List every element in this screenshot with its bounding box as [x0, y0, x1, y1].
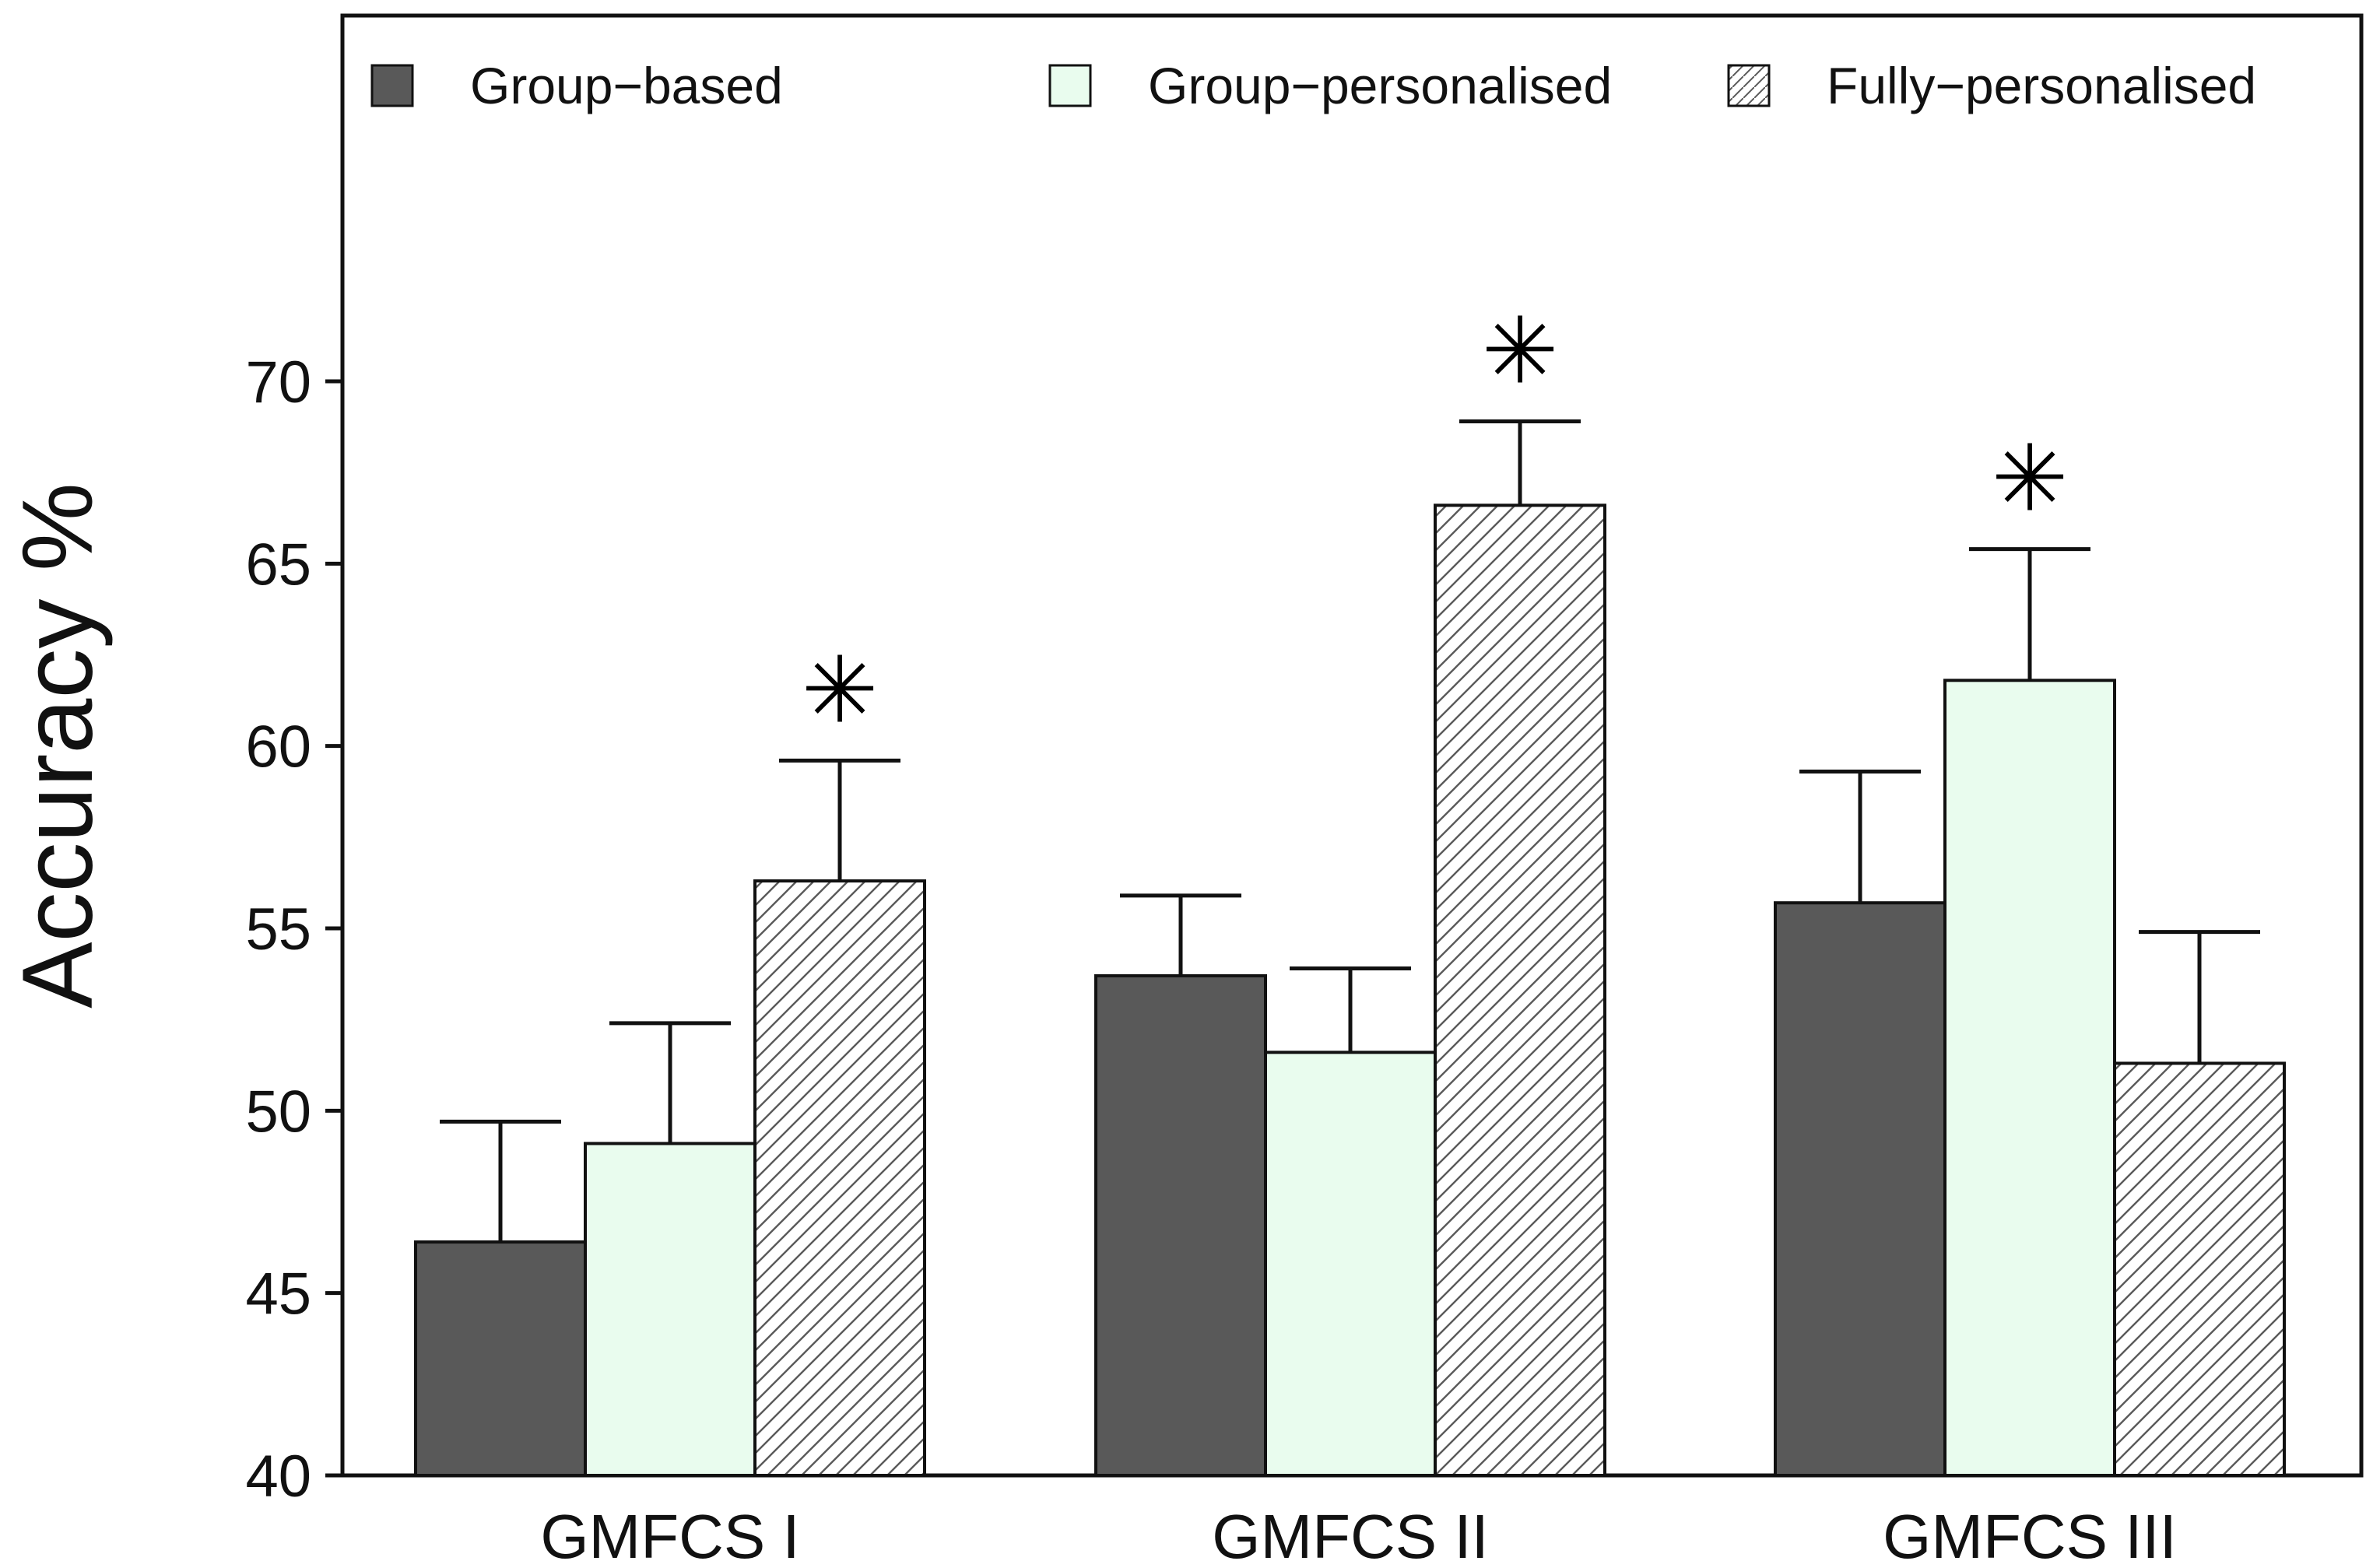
bar-gmfcs-iii-group-personalised	[1943, 679, 2116, 1477]
bars	[414, 503, 2286, 1478]
bar-gmfcs-iii-group-based	[1774, 901, 1946, 1477]
legend-swatch-group-based	[370, 64, 414, 107]
bar-gmfcs-ii-fully-personalised	[1434, 503, 1606, 1477]
y-tick-label-65: 65	[245, 531, 311, 598]
y-tick-label-50: 50	[245, 1079, 311, 1145]
y-axis: 40 45 50 55 60 65 70	[245, 349, 342, 1510]
y-tick-label-60: 60	[245, 714, 311, 780]
legend-swatch-group-personalised	[1048, 64, 1092, 107]
x-category-label-gmfcs-ii: GMFCS II	[1212, 1502, 1489, 1568]
significance-marker-gmfcs-iii: ✳	[1992, 425, 2069, 532]
significance-marker-gmfcs-i: ✳	[802, 636, 879, 743]
legend: Group−based Group−personalised Fully−perso…	[370, 57, 2256, 114]
x-axis: GMFCS I GMFCS II GMFCS III	[540, 1502, 2177, 1568]
legend-label-group-personalised: Group−personalised	[1148, 57, 1612, 114]
significance-marker-gmfcs-ii: ✳	[1482, 297, 1559, 405]
y-tick-label-40: 40	[245, 1443, 311, 1510]
legend-label-fully-personalised: Fully−personalised	[1827, 57, 2256, 114]
error-bars	[440, 419, 2260, 1243]
y-tick-label-55: 55	[245, 896, 311, 963]
x-category-label-gmfcs-iii: GMFCS III	[1883, 1502, 2177, 1568]
bar-gmfcs-ii-group-based	[1094, 973, 1267, 1477]
bar-gmfcs-i-group-personalised	[584, 1142, 756, 1477]
y-tick-label-45: 45	[245, 1261, 311, 1328]
legend-swatch-fully-personalised	[1727, 64, 1771, 107]
y-tick-label-70: 70	[245, 349, 311, 416]
bar-gmfcs-i-group-based	[414, 1240, 587, 1477]
significance-markers: ✳ ✳ ✳	[802, 297, 2069, 744]
bar-gmfcs-ii-group-personalised	[1264, 1051, 1437, 1477]
y-axis-title: Accuracy %	[2, 482, 114, 1009]
bar-gmfcs-iii-fully-personalised	[2113, 1061, 2286, 1477]
legend-label-group-based: Group−based	[470, 57, 783, 114]
x-category-label-gmfcs-i: GMFCS I	[540, 1502, 799, 1568]
bar-gmfcs-i-fully-personalised	[753, 879, 926, 1478]
